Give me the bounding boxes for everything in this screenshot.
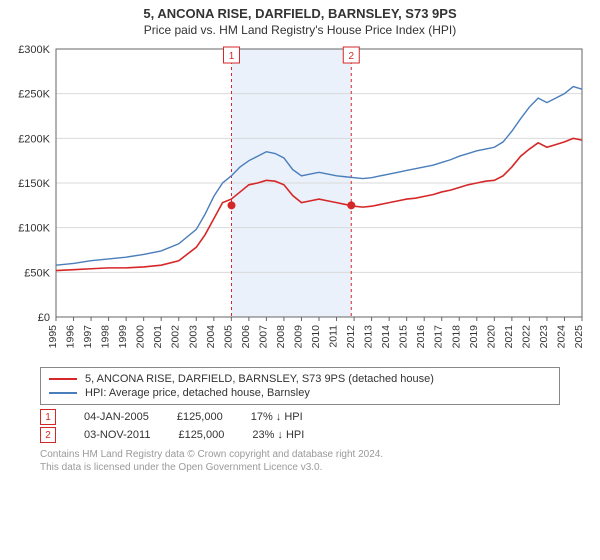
marker-price: £125,000 xyxy=(178,429,224,441)
svg-text:2020: 2020 xyxy=(485,325,497,349)
svg-text:2017: 2017 xyxy=(433,325,445,349)
svg-text:2000: 2000 xyxy=(135,325,147,349)
marker-delta: 23% ↓ HPI xyxy=(252,429,304,441)
svg-text:1999: 1999 xyxy=(117,325,129,349)
svg-text:£150K: £150K xyxy=(18,178,50,190)
svg-text:2022: 2022 xyxy=(520,325,532,349)
svg-text:2021: 2021 xyxy=(503,325,515,349)
svg-text:2007: 2007 xyxy=(257,325,269,349)
marker-price: £125,000 xyxy=(177,411,223,423)
marker-date: 04-JAN-2005 xyxy=(84,411,149,423)
page-title: 5, ANCONA RISE, DARFIELD, BARNSLEY, S73 … xyxy=(0,6,600,21)
svg-text:£100K: £100K xyxy=(18,223,50,235)
footer-line: Contains HM Land Registry data © Crown c… xyxy=(40,449,560,462)
footer-attribution: Contains HM Land Registry data © Crown c… xyxy=(40,449,560,474)
svg-text:2015: 2015 xyxy=(398,325,410,349)
page-subtitle: Price paid vs. HM Land Registry's House … xyxy=(0,23,600,37)
legend: 5, ANCONA RISE, DARFIELD, BARNSLEY, S73 … xyxy=(40,367,560,405)
marker-badge: 1 xyxy=(40,409,56,425)
svg-text:2018: 2018 xyxy=(450,325,462,349)
line-chart: £0 £50K £100K £150K £200K £250K £300K 1995 1996 1… xyxy=(8,41,592,361)
svg-text:2001: 2001 xyxy=(152,325,164,349)
marker-delta: 17% ↓ HPI xyxy=(251,411,303,423)
svg-text:1995: 1995 xyxy=(47,325,59,349)
legend-swatch xyxy=(49,378,77,380)
svg-text:2003: 2003 xyxy=(187,325,199,349)
svg-text:2019: 2019 xyxy=(468,325,480,349)
svg-text:£0: £0 xyxy=(38,312,50,324)
footer-line: This data is licensed under the Open Gov… xyxy=(40,462,560,475)
legend-swatch xyxy=(49,392,77,394)
svg-text:2006: 2006 xyxy=(240,325,252,349)
svg-text:2005: 2005 xyxy=(222,325,234,349)
svg-text:£50K: £50K xyxy=(24,267,50,279)
legend-label: HPI: Average price, detached house, Barn… xyxy=(85,387,310,399)
svg-text:2009: 2009 xyxy=(292,325,304,349)
svg-text:1998: 1998 xyxy=(100,325,112,349)
svg-text:2025: 2025 xyxy=(573,325,585,349)
svg-text:2: 2 xyxy=(348,51,354,62)
svg-text:2014: 2014 xyxy=(380,325,392,349)
svg-text:2004: 2004 xyxy=(205,325,217,349)
marker-detail-row: 1 04-JAN-2005 £125,000 17% ↓ HPI xyxy=(40,409,560,425)
svg-text:1996: 1996 xyxy=(65,325,77,349)
svg-text:2010: 2010 xyxy=(310,325,322,349)
svg-text:£250K: £250K xyxy=(18,89,50,101)
svg-text:2016: 2016 xyxy=(415,325,427,349)
chart-area: £0 £50K £100K £150K £200K £250K £300K 1995 1996 1… xyxy=(8,41,592,361)
legend-item: 5, ANCONA RISE, DARFIELD, BARNSLEY, S73 … xyxy=(49,372,551,386)
svg-text:£300K: £300K xyxy=(18,44,50,56)
marker-badge: 2 xyxy=(40,427,56,443)
svg-text:2013: 2013 xyxy=(363,325,375,349)
svg-text:1997: 1997 xyxy=(82,325,94,349)
legend-item: HPI: Average price, detached house, Barn… xyxy=(49,386,551,400)
marker-date: 03-NOV-2011 xyxy=(84,429,150,441)
legend-label: 5, ANCONA RISE, DARFIELD, BARNSLEY, S73 … xyxy=(85,373,434,385)
svg-text:£200K: £200K xyxy=(18,133,50,145)
svg-text:2023: 2023 xyxy=(538,325,550,349)
svg-text:1: 1 xyxy=(229,51,235,62)
svg-text:2024: 2024 xyxy=(555,325,567,349)
svg-text:2012: 2012 xyxy=(345,325,357,349)
svg-text:2008: 2008 xyxy=(275,325,287,349)
svg-text:2002: 2002 xyxy=(170,325,182,349)
svg-text:2011: 2011 xyxy=(328,325,340,348)
marker-detail-row: 2 03-NOV-2011 £125,000 23% ↓ HPI xyxy=(40,427,560,443)
